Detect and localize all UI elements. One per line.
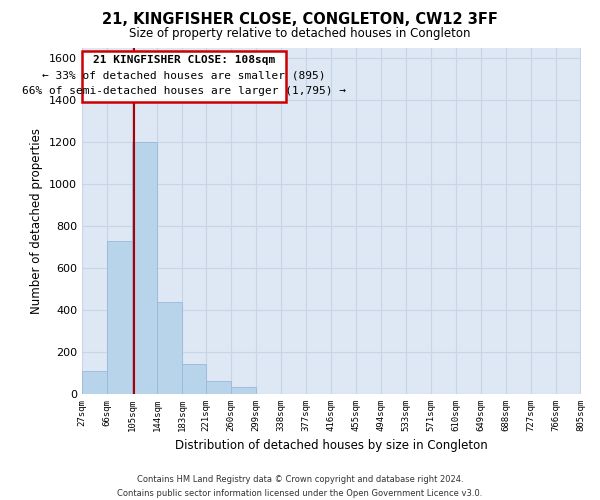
Bar [132,142,157,394]
Bar [107,240,132,394]
Text: Contains HM Land Registry data © Crown copyright and database right 2024.
Contai: Contains HM Land Registry data © Crown c… [118,476,482,498]
Text: 66% of semi-detached houses are larger (1,795) →: 66% of semi-detached houses are larger (… [22,86,346,96]
Bar [82,371,107,394]
Bar [182,364,206,394]
Bar [231,386,256,394]
Text: 21 KINGFISHER CLOSE: 108sqm: 21 KINGFISHER CLOSE: 108sqm [93,56,275,66]
Text: 21, KINGFISHER CLOSE, CONGLETON, CW12 3FF: 21, KINGFISHER CLOSE, CONGLETON, CW12 3F… [102,12,498,28]
FancyBboxPatch shape [82,50,286,102]
Y-axis label: Number of detached properties: Number of detached properties [31,128,43,314]
Bar [157,302,182,394]
Bar [206,382,231,394]
X-axis label: Distribution of detached houses by size in Congleton: Distribution of detached houses by size … [175,440,488,452]
Text: ← 33% of detached houses are smaller (895): ← 33% of detached houses are smaller (89… [42,70,326,81]
Text: Size of property relative to detached houses in Congleton: Size of property relative to detached ho… [129,28,471,40]
